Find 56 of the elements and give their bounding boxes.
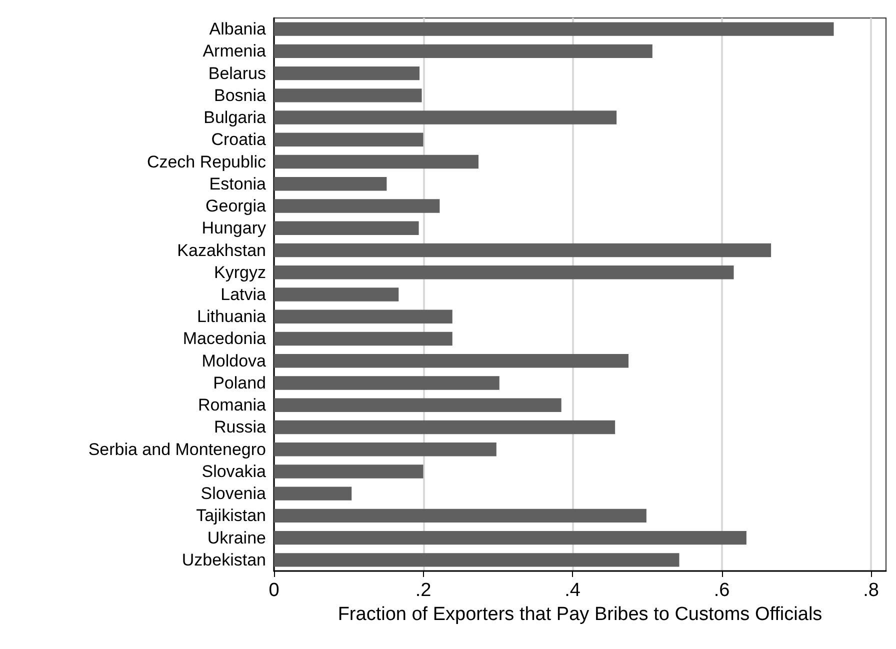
bar [274, 332, 452, 346]
bar [274, 486, 352, 500]
y-tick-label: Serbia and Montenegro [88, 440, 266, 459]
bar [274, 464, 424, 478]
bar [274, 154, 478, 169]
y-tick-label: Tajikistan [196, 506, 266, 526]
bar [274, 199, 440, 213]
bar [274, 221, 419, 235]
y-tick-label: Romania [198, 396, 267, 415]
bar [274, 442, 496, 456]
y-tick-label: Hungary [202, 218, 266, 238]
x-tick-label: .8 [863, 580, 880, 601]
x-tick-label: .6 [714, 580, 730, 601]
y-tick-label: Bosnia [214, 86, 267, 105]
bar [274, 44, 652, 58]
y-tick-label: Kazakhstan [177, 240, 266, 260]
bar [274, 177, 387, 191]
bar [274, 243, 772, 258]
bar [274, 553, 680, 567]
y-tick-label: Uzbekistan [182, 550, 266, 570]
y-tick-label: Croatia [211, 130, 267, 150]
x-tick-label: .2 [415, 580, 432, 601]
bar [274, 22, 834, 36]
y-tick-label: Slovakia [202, 462, 267, 481]
y-tick-label: Poland [213, 373, 266, 392]
bar [274, 266, 734, 280]
bar [274, 310, 452, 324]
bar [274, 88, 422, 102]
y-tick-label: Georgia [206, 196, 267, 216]
y-tick-label: Albania [209, 20, 267, 39]
y-tick-label: Slovenia [200, 484, 267, 504]
bar [274, 508, 646, 523]
bar [274, 132, 424, 147]
y-tick-label: Macedonia [182, 329, 267, 348]
y-tick-label: Latvia [220, 285, 267, 304]
y-tick-label: Kyrgyz [214, 262, 266, 282]
x-tick-label: 0 [268, 580, 280, 601]
bar [274, 354, 629, 368]
bar [274, 530, 746, 545]
y-tick-label: Bulgaria [204, 108, 267, 128]
x-tick-label: .4 [564, 580, 581, 601]
bar [274, 66, 420, 80]
bar [274, 288, 399, 302]
bar [274, 110, 617, 124]
bar [274, 420, 616, 434]
y-tick-label: Armenia [202, 42, 267, 61]
y-tick-label: Moldova [202, 351, 267, 370]
bar [274, 376, 500, 390]
x-axis-title: Fraction of Exporters that Pay Bribes to Customs Officials [338, 604, 822, 625]
y-tick-label: Belarus [208, 64, 266, 83]
bar [274, 398, 562, 412]
y-tick-label: Czech Republic [146, 152, 266, 172]
y-tick-label: Ukraine [207, 528, 266, 548]
y-tick-label: Lithuania [196, 307, 267, 326]
y-tick-label: Estonia [209, 174, 267, 194]
y-tick-label: Russia [214, 418, 267, 437]
